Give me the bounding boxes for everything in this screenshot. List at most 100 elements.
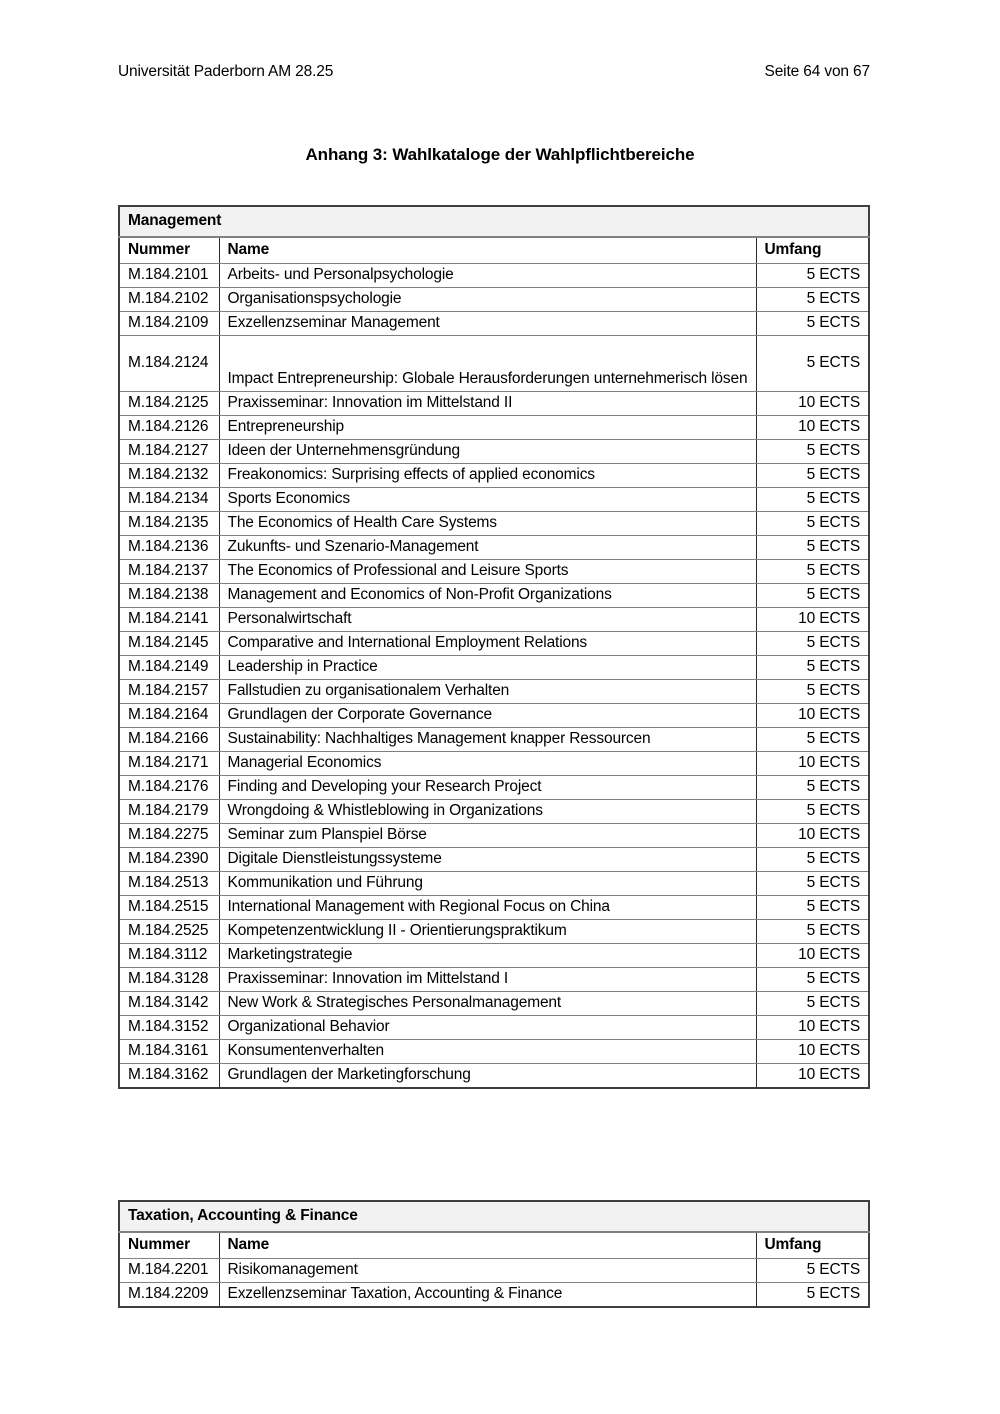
course-credits: 5 ECTS [756, 311, 871, 336]
course-credits: 5 ECTS [756, 919, 871, 944]
table-row: M.184.2102 Organisationspsychologie 5 ECTS [118, 287, 871, 312]
table-row: M.184.3142 New Work & Strategisches Perso… [118, 991, 871, 1016]
table-row: M.184.3162 Grundlagen der Marketingforsch… [118, 1063, 871, 1089]
header-left-text: Universität Paderborn AM 28.25 [118, 63, 334, 80]
table-row: M.184.2137 The Economics of Professional … [118, 559, 871, 584]
course-number: M.184.2166 [118, 727, 220, 752]
table-row: M.184.3112 Marketingstrategie 10 ECTS [118, 943, 871, 968]
course-name: Organisationspsychologie [219, 287, 757, 312]
table-row: M.184.2171 Managerial Economics 10 ECTS [118, 751, 871, 776]
course-number: M.184.2515 [118, 895, 220, 920]
course-credits: 5 ECTS [756, 655, 871, 680]
table-row: M.184.2145 Comparative and International … [118, 631, 871, 656]
table-row: M.184.2134 Sports Economics 5 ECTS [118, 487, 871, 512]
course-name: Kompetenzentwicklung II - Orientierungsp… [219, 919, 757, 944]
table-row: M.184.2136 Zukunfts- und Szenario-Managem… [118, 535, 871, 560]
catalog-table-taxation-accounting-finance: Taxation, Accounting & Finance Nummer Na… [117, 1200, 871, 1308]
course-number: M.184.2141 [118, 607, 220, 632]
course-credits: 10 ECTS [756, 751, 871, 776]
course-credits: 5 ECTS [756, 631, 871, 656]
table-group-title: Management [117, 205, 871, 238]
course-number: M.184.3152 [118, 1015, 220, 1040]
column-header-name: Name [219, 237, 757, 264]
course-name: The Economics of Professional and Leisur… [219, 559, 757, 584]
course-number: M.184.2109 [118, 311, 220, 336]
course-name: Impact Entrepreneurship: Globale Herausf… [219, 335, 757, 392]
table-row: M.184.2124 Impact Entrepreneurship: Globa… [118, 335, 871, 392]
course-number: M.184.2132 [118, 463, 220, 488]
course-credits: 5 ECTS [756, 583, 871, 608]
course-credits: 5 ECTS [756, 991, 871, 1016]
running-header: Universität Paderborn AM 28.25 Seite 64 … [118, 62, 870, 81]
course-name: Finding and Developing your Research Pro… [219, 775, 757, 800]
course-name: Ideen der Unternehmensgründung [219, 439, 757, 464]
course-name: The Economics of Health Care Systems [219, 511, 757, 536]
course-name: Managerial Economics [219, 751, 757, 776]
course-name: Entrepreneurship [219, 415, 757, 440]
course-number: M.184.2127 [118, 439, 220, 464]
table-row: M.184.2176 Finding and Developing your Re… [118, 775, 871, 800]
course-credits: 10 ECTS [756, 943, 871, 968]
table-row: M.184.2126 Entrepreneurship 10 ECTS [118, 415, 871, 440]
course-credits: 5 ECTS [756, 679, 871, 704]
table-row: M.184.2166 Sustainability: Nachhaltiges M… [118, 727, 871, 752]
course-number: M.184.2135 [118, 511, 220, 536]
course-number: M.184.2171 [118, 751, 220, 776]
column-header-umfang: Umfang [756, 1232, 871, 1259]
table-row: M.184.2275 Seminar zum Planspiel Börse 10 … [118, 823, 871, 848]
course-credits: 5 ECTS [756, 847, 871, 872]
course-name: Kommunikation und Führung [219, 871, 757, 896]
course-name: Marketingstrategie [219, 943, 757, 968]
course-credits: 5 ECTS [756, 895, 871, 920]
table-row: M.184.2157 Fallstudien zu organisationale… [118, 679, 871, 704]
table-group-header-row: Management [117, 205, 871, 238]
table-body-management: M.184.2101 Arbeits- und Personalpsycholog… [118, 263, 871, 1089]
table-row: M.184.2149 Leadership in Practice 5 ECTS [118, 655, 871, 680]
course-number: M.184.2164 [118, 703, 220, 728]
table-row: M.184.2132 Freakonomics: Surprising effec… [118, 463, 871, 488]
table-group-title: Taxation, Accounting & Finance [117, 1200, 871, 1233]
course-credits: 5 ECTS [756, 287, 871, 312]
course-credits: 5 ECTS [756, 1258, 871, 1283]
table-column-header-row: Nummer Name Umfang [118, 237, 871, 264]
course-credits: 10 ECTS [756, 391, 871, 416]
course-credits: 10 ECTS [756, 415, 871, 440]
course-number: M.184.3162 [118, 1063, 220, 1089]
course-credits: 10 ECTS [756, 703, 871, 728]
table-row: M.184.2201 Risikomanagement 5 ECTS [118, 1258, 871, 1283]
table-row: M.184.2513 Kommunikation und Führung 5 ECT… [118, 871, 871, 896]
course-number: M.184.2125 [118, 391, 220, 416]
course-credits: 5 ECTS [756, 511, 871, 536]
page-title: Anhang 3: Wahlkataloge der Wahlpflichtbe… [305, 145, 695, 165]
course-number: M.184.2390 [118, 847, 220, 872]
course-number: M.184.3128 [118, 967, 220, 992]
table-row: M.184.2390 Digitale Dienstleistungssystem… [118, 847, 871, 872]
course-name: Digitale Dienstleistungssysteme [219, 847, 757, 872]
course-name: Sustainability: Nachhaltiges Management … [219, 727, 757, 752]
course-name: Freakonomics: Surprising effects of appl… [219, 463, 757, 488]
course-name: Management and Economics of Non-Profit O… [219, 583, 757, 608]
course-name: Fallstudien zu organisationalem Verhalte… [219, 679, 757, 704]
course-number: M.184.2201 [118, 1258, 220, 1283]
catalog-table-management: Management Nummer Name Umfang M.184.2101… [117, 205, 871, 1089]
table-row: M.184.2109 Exzellenzseminar Management 5 E… [118, 311, 871, 336]
course-name: Leadership in Practice [219, 655, 757, 680]
table-row: M.184.2141 Personalwirtschaft 10 ECTS [118, 607, 871, 632]
course-number: M.184.2513 [118, 871, 220, 896]
course-credits: 5 ECTS [756, 439, 871, 464]
course-credits: 10 ECTS [756, 1015, 871, 1040]
table-row: M.184.2127 Ideen der Unternehmensgründung… [118, 439, 871, 464]
course-credits: 5 ECTS [756, 559, 871, 584]
header-page-number: Seite 64 von 67 [764, 63, 871, 80]
course-number: M.184.2136 [118, 535, 220, 560]
course-name: Organizational Behavior [219, 1015, 757, 1040]
course-credits: 5 ECTS [756, 335, 871, 392]
course-credits: 5 ECTS [756, 487, 871, 512]
course-name: Konsumentenverhalten [219, 1039, 757, 1064]
table-group-header-row: Taxation, Accounting & Finance [117, 1200, 871, 1233]
column-header-nummer: Nummer [118, 1232, 220, 1259]
course-name: Exzellenzseminar Management [219, 311, 757, 336]
table-row: M.184.2525 Kompetenzentwicklung II - Orie… [118, 919, 871, 944]
course-credits: 10 ECTS [756, 1039, 871, 1064]
